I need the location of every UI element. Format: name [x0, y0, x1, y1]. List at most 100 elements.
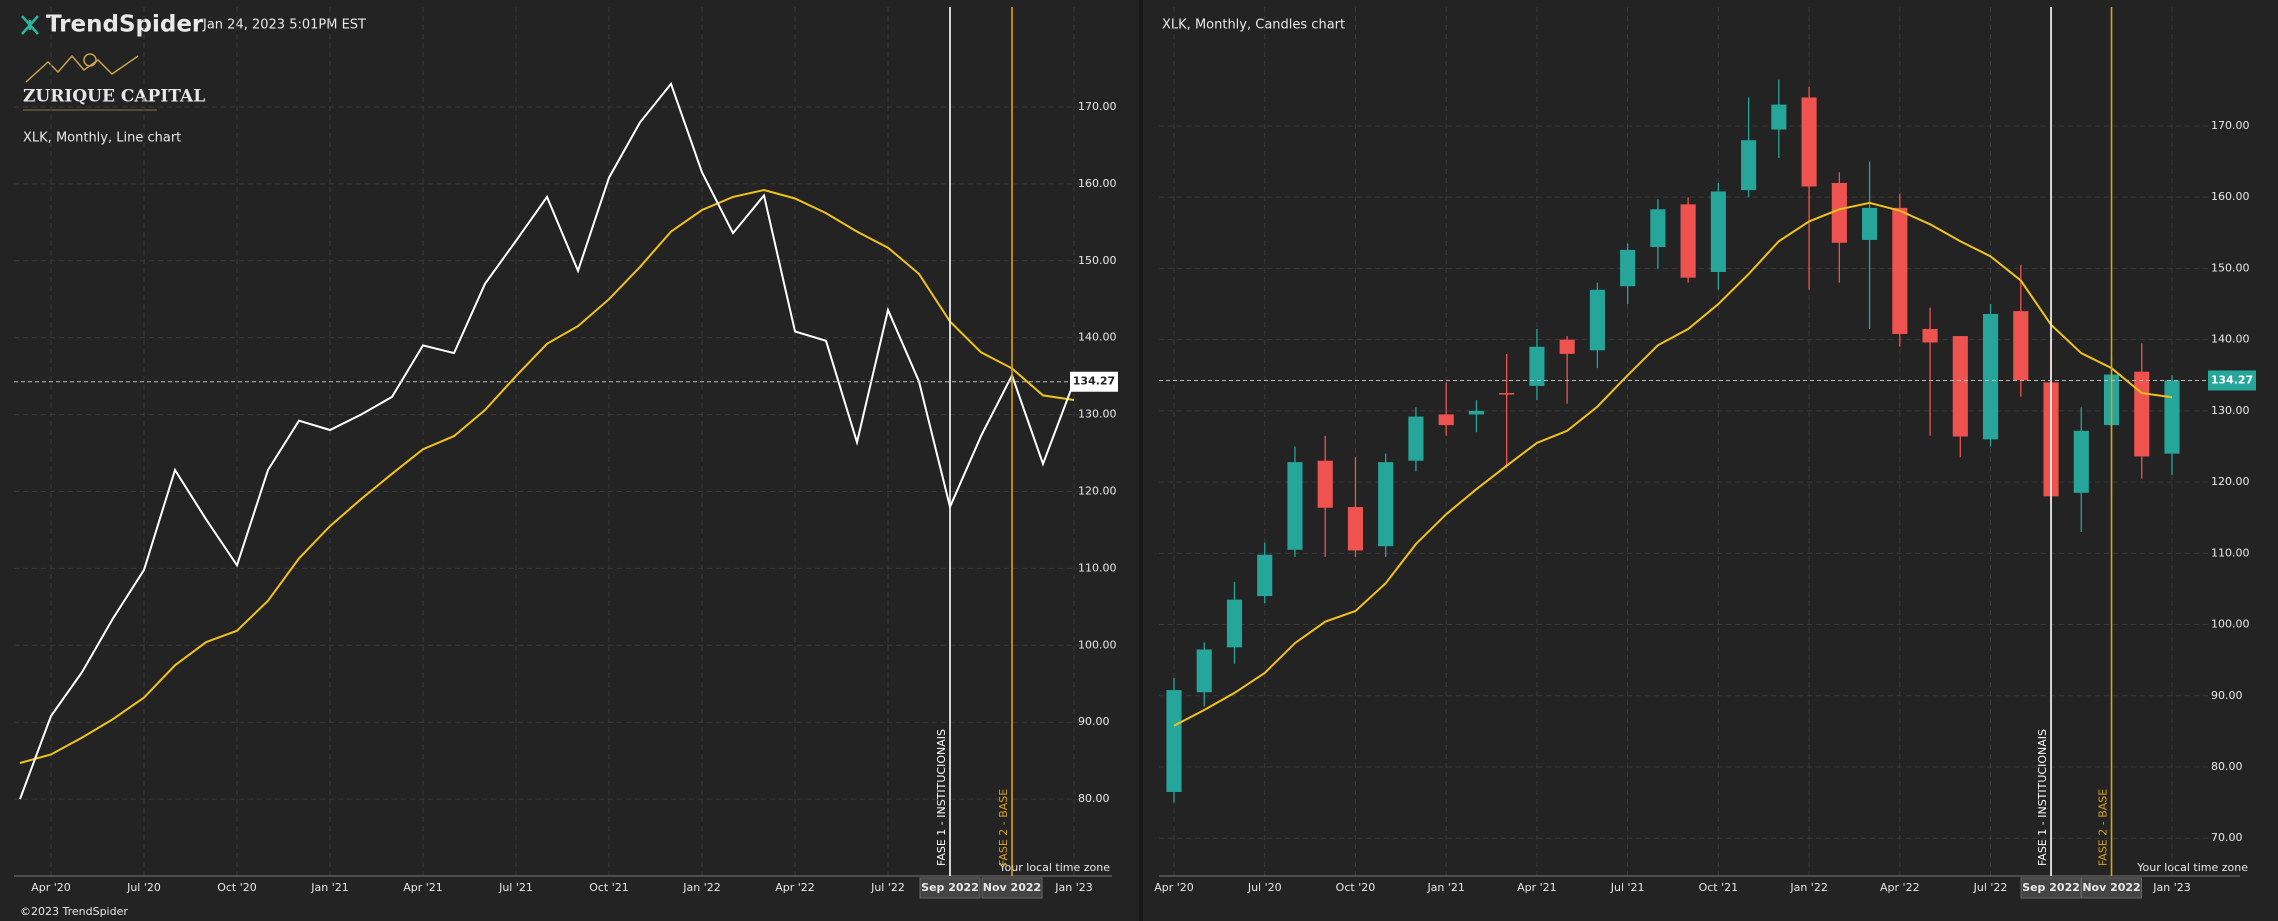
y-tick-label: 140.00: [2211, 333, 2250, 346]
x-tick-label: Jan '21: [310, 881, 348, 894]
phase-label: FASE 1 - INSTITUCIONAIS: [2036, 729, 2049, 866]
copyright: ©2023 TrendSpider: [20, 905, 128, 918]
last-price-label: 134.27: [2211, 373, 2253, 386]
x-tick-label: Jul '21: [1610, 881, 1645, 894]
x-tick-label: Jul '20: [1247, 881, 1282, 894]
x-tick-label: Jul '21: [498, 881, 533, 894]
x-tick-label: Apr '20: [31, 881, 71, 894]
x-tick-label: Jan '23: [2152, 881, 2190, 894]
y-tick-label: 130.00: [1078, 408, 1117, 421]
timezone-note: Your local time zone: [2136, 861, 2248, 874]
x-tick-label: Jul '22: [870, 881, 905, 894]
candle-body: [1982, 313, 1999, 440]
y-tick-label: 110.00: [1078, 561, 1117, 574]
y-tick-label: 170.00: [2211, 119, 2250, 132]
y-tick-label: 140.00: [1078, 331, 1117, 344]
x-tick-label: Jan '22: [1789, 881, 1827, 894]
y-tick-label: 90.00: [2211, 689, 2243, 702]
x-tick-label: Oct '21: [1699, 881, 1739, 894]
candle-body: [1347, 507, 1364, 551]
y-tick-label: 170.00: [1078, 100, 1117, 113]
candle-body: [1771, 104, 1787, 130]
x-tick-label: Jul '22: [1973, 881, 2008, 894]
last-price-box: [1070, 371, 1118, 392]
brand: TrendSpider: [46, 12, 204, 38]
x-tick-label: Jul '20: [126, 881, 161, 894]
icon-shape: [21, 15, 39, 35]
candle-body: [1831, 182, 1847, 243]
candle-body: [1499, 393, 1515, 395]
brand-icon: [21, 15, 39, 35]
date-label: Nov 2022: [2082, 881, 2140, 894]
line-series: [19, 81, 1075, 800]
candle-body: [1559, 339, 1575, 354]
y-tick-label: 150.00: [2211, 261, 2250, 274]
candle-body: [2134, 371, 2150, 457]
logo-mountains: [25, 54, 139, 83]
candle-body: [1922, 328, 1938, 343]
date-label: Sep 2022: [921, 881, 979, 894]
candle-body: [1862, 207, 1878, 240]
y-tick-label: 80.00: [1078, 792, 1110, 805]
candle-body: [2164, 380, 2180, 454]
y-tick-label: 110.00: [2211, 546, 2250, 559]
y-tick-label: 160.00: [2211, 190, 2250, 203]
candle-body: [1468, 410, 1484, 415]
date-box: [2081, 877, 2143, 899]
phase-label: FASE 2 - BASE: [2097, 789, 2110, 866]
phase-label: FASE 2 - BASE: [997, 789, 1010, 866]
candle-body: [1529, 346, 1545, 386]
y-tick-label: 120.00: [1078, 484, 1117, 497]
candle-body: [2013, 311, 2029, 381]
x-tick-label: Jan '23: [1054, 881, 1092, 894]
timezone-note: Your local time zone: [998, 861, 1110, 874]
x-tick-label: Oct '21: [589, 881, 629, 894]
date-label: Nov 2022: [983, 881, 1041, 894]
x-tick-label: Jan '21: [1426, 881, 1464, 894]
y-tick-label: 150.00: [1078, 254, 1117, 267]
chart-panel: 80.00 90.00 100.00 110.00 120.00 130.00 140.00…: [14, 7, 1118, 899]
candle-body: [1257, 554, 1273, 597]
candle-body: [1438, 414, 1454, 426]
candle-body: [1378, 462, 1394, 547]
x-tick-label: Jan '22: [682, 881, 720, 894]
y-tick-label: 120.00: [2211, 475, 2250, 488]
x-tick-label: Apr '21: [1517, 881, 1557, 894]
date-box: [919, 877, 981, 899]
chart-title: XLK, Monthly, Line chart: [23, 131, 181, 146]
x-tick-label: Oct '20: [1336, 881, 1376, 894]
y-tick-label: 100.00: [1078, 638, 1117, 651]
candle-body: [1650, 209, 1666, 248]
last-price-label: 134.27: [1073, 375, 1115, 388]
candle-body: [1892, 207, 1908, 334]
candle-body: [2073, 430, 2089, 493]
x-tick-label: Oct '20: [217, 881, 257, 894]
candle-body: [1589, 289, 1605, 351]
x-tick-label: Apr '22: [775, 881, 815, 894]
y-tick-label: 70.00: [2211, 831, 2243, 844]
panel-divider: [1139, 0, 1143, 921]
y-tick-label: 100.00: [2211, 618, 2250, 631]
logo-sun: [83, 53, 97, 67]
last-price-box: [2208, 370, 2256, 391]
date-label: Sep 2022: [2022, 881, 2080, 894]
y-tick-label: 160.00: [1078, 177, 1117, 190]
candle-body: [1801, 97, 1817, 187]
candle-body: [1317, 460, 1333, 508]
line-series: [19, 188, 1075, 764]
candle-body: [1620, 249, 1636, 287]
timestamp: Jan 24, 2023 5:01PM EST: [202, 18, 366, 33]
phase-label: FASE 1 - INSTITUCIONAIS: [935, 729, 948, 866]
logo-text: ZURIQUE CAPITAL: [23, 87, 205, 107]
chart-title: XLK, Monthly, Candles chart: [1162, 18, 1345, 33]
candle-body: [1680, 204, 1696, 278]
candle-body: [1710, 191, 1726, 272]
x-tick-label: Apr '21: [403, 881, 443, 894]
candle-body: [1166, 690, 1182, 792]
x-tick-label: Apr '22: [1880, 881, 1920, 894]
candle-body: [1287, 462, 1303, 550]
logo: [25, 53, 139, 83]
y-tick-label: 80.00: [2211, 760, 2243, 773]
